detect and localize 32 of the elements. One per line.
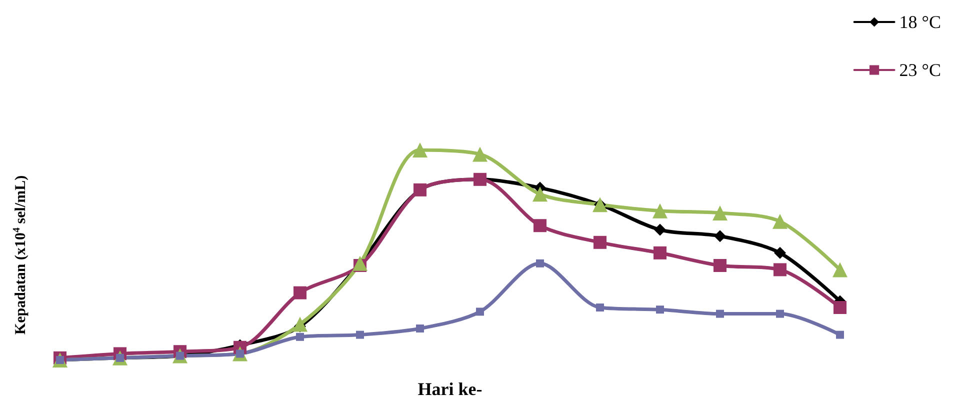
point <box>472 146 488 162</box>
point <box>536 259 544 268</box>
point <box>772 214 788 229</box>
point <box>774 246 786 259</box>
legend-label: 18 °C <box>899 12 942 32</box>
point <box>652 203 668 218</box>
point <box>534 219 546 232</box>
point <box>476 308 484 316</box>
point <box>356 330 364 339</box>
point <box>716 310 724 318</box>
point <box>532 186 548 202</box>
point <box>654 224 666 236</box>
point <box>776 310 784 318</box>
point <box>714 259 726 272</box>
point <box>654 246 666 260</box>
point <box>594 236 606 249</box>
point <box>656 306 664 314</box>
point <box>294 286 306 300</box>
legend-label: 23 °C <box>899 60 942 80</box>
point <box>712 206 728 220</box>
point <box>416 324 424 332</box>
point <box>832 262 848 278</box>
point <box>714 230 726 242</box>
point <box>292 316 308 332</box>
point <box>774 263 786 276</box>
point <box>296 332 304 341</box>
point <box>596 304 604 312</box>
point <box>412 142 428 158</box>
point <box>836 330 844 339</box>
x-axis-title: Hari ke- <box>418 379 482 399</box>
y-axis-title: Kepadatan (x104 sel/mL) <box>12 175 29 335</box>
point <box>834 301 846 314</box>
